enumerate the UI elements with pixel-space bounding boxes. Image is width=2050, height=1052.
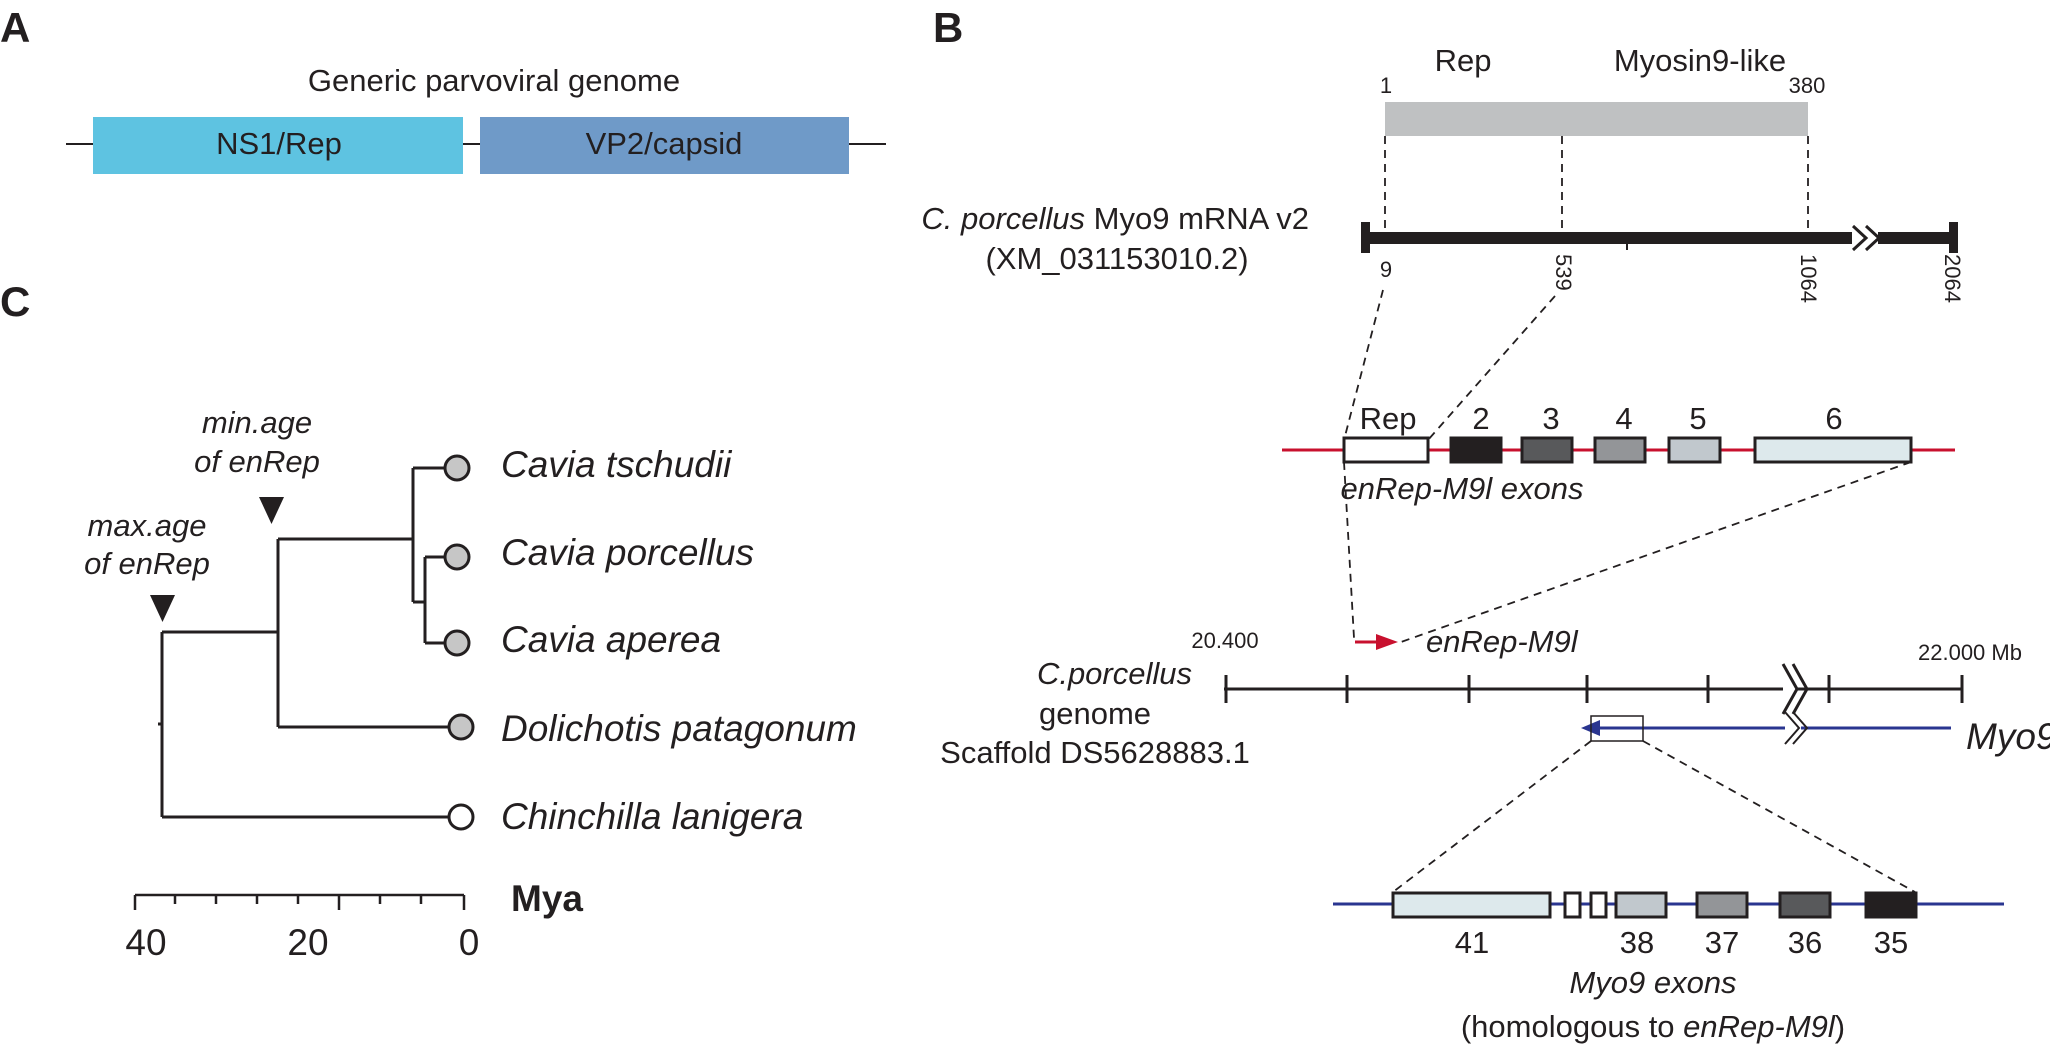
panel-b-letter: B [933,4,963,51]
max-age-marker-icon [150,595,175,622]
axis-tick-0: 0 [459,922,480,963]
time-axis [133,893,466,910]
genome-label-genome: genome [1039,696,1151,731]
enrep-exon-2 [1449,436,1503,464]
myo9-gene-line [1581,711,1951,745]
enrep-gene-label: enRep-M9l [1426,624,1579,659]
taxon-marker-cavia-porcellus [443,543,471,571]
myo9-exons [1391,891,1918,919]
myo9-exon-small-2 [1589,891,1608,919]
panel-b: B Rep Myosin9-like 1 380 C. porcellus My… [921,4,2050,1044]
myo9-exon-38 [1614,891,1668,919]
enrep-exon-3 [1520,436,1574,464]
panel-c-letter: C [0,278,30,325]
taxon-label-cavia-tschudii: Cavia tschudii [501,444,733,485]
mrna-accession: (XM_031153010.2) [985,241,1248,276]
mrna-to-exons-connectors [1343,289,1556,441]
mrna-label: C. porcellus Myo9 mRNA v2 [921,201,1309,236]
min-age-label-line1: min.age [202,405,312,440]
mrna-tick-1064: 1064 [1796,254,1821,303]
myo9-exon-label-35: 35 [1874,925,1908,960]
enrep-gene-arrow [1355,634,1398,650]
taxon-markers [443,454,475,831]
phylogenetic-tree [158,466,454,819]
ns1-rep-label: NS1/Rep [216,126,342,161]
myo9-zoom-connectors [1392,740,1916,893]
axis-tick-40: 40 [125,922,166,963]
genome-label-scaffold: Scaffold DS5628883.1 [940,735,1250,770]
rep-domain-label: Rep [1435,43,1492,78]
taxon-label-cavia-porcellus: Cavia porcellus [501,532,754,573]
mrna-bar [1361,222,1958,253]
myo9-exon-label-38: 38 [1620,925,1654,960]
myo9-gene-label: Myo9 [1966,716,2050,757]
panel-a: A Generic parvoviral genome NS1/Rep VP2/… [0,4,886,174]
enrep-exon-label-rep: Rep [1360,401,1417,436]
myo9-exon-37 [1695,891,1749,919]
myo9-exon-41 [1391,891,1552,919]
mrna-tick-539: 539 [1551,254,1576,291]
protein-bar [1385,102,1808,136]
coord-end: 22.000 Mb [1918,640,2022,665]
myo9-exon-label-41: 41 [1455,925,1489,960]
enrep-exons-caption: enRep-M9l exons [1341,471,1584,506]
vp2-capsid-label: VP2/capsid [586,126,743,161]
taxon-marker-dolichotis [447,713,475,741]
myo9-zoom-box [1590,715,1644,742]
protein-to-mrna-connectors [1384,136,1809,236]
taxon-label-cavia-aperea: Cavia aperea [501,619,721,660]
axis-tick-20: 20 [287,922,328,963]
protein-start-tick: 1 [1380,73,1392,98]
enrep-exon-4 [1593,436,1647,464]
enrep-exon-label-2: 2 [1472,401,1489,436]
mrna-tick-9: 9 [1380,257,1392,282]
genome-scaffold-line [1224,663,1964,715]
enrep-exon-label-4: 4 [1615,401,1632,436]
mrna-tick-2064: 2064 [1940,254,1965,303]
myosin9-like-label: Myosin9-like [1614,43,1786,78]
taxon-marker-chinchilla [447,803,475,831]
axis-label-mya: Mya [511,878,583,919]
ns1-rep-segment [93,117,463,174]
enrep-exon-label-5: 5 [1689,401,1706,436]
taxon-marker-cavia-tschudii [443,454,471,482]
myo9-exon-35 [1864,891,1918,919]
panel-a-letter: A [0,4,30,51]
taxon-marker-cavia-aperea [443,629,471,657]
enrep-exon-5 [1667,436,1722,464]
enrep-exon-rep [1342,436,1430,464]
exons-to-genome-connectors [1343,461,1912,643]
genome-label-species: C.porcellus [1037,656,1192,691]
min-age-marker-icon [259,497,284,524]
protein-end-tick: 380 [1789,73,1826,98]
myo9-exons-caption: Myo9 exons [1569,965,1736,1000]
myo9-exon-small-1 [1563,891,1582,919]
panel-c: C min.age of enRep max.age of enRep [0,278,857,963]
enrep-exon-6 [1753,436,1913,464]
myo9-exon-label-36: 36 [1788,925,1822,960]
max-age-label-line1: max.age [88,508,207,543]
enrep-exons [1342,436,1913,464]
taxon-label-chinchilla: Chinchilla lanigera [501,796,803,837]
taxon-label-dolichotis: Dolichotis patagonum [501,708,857,749]
myo9-exon-36 [1778,891,1832,919]
max-age-label-line2: of enRep [84,546,210,581]
enrep-exon-label-3: 3 [1542,401,1559,436]
min-age-label-line2: of enRep [194,444,320,479]
vp2-capsid-segment [480,117,849,174]
homolog-caption: (homologous to enRep-M9l) [1461,1009,1845,1044]
genome-title: Generic parvoviral genome [308,63,680,98]
myo9-exon-label-37: 37 [1705,925,1739,960]
enrep-exon-label-6: 6 [1825,401,1842,436]
coord-start: 20.400 [1191,628,1258,653]
